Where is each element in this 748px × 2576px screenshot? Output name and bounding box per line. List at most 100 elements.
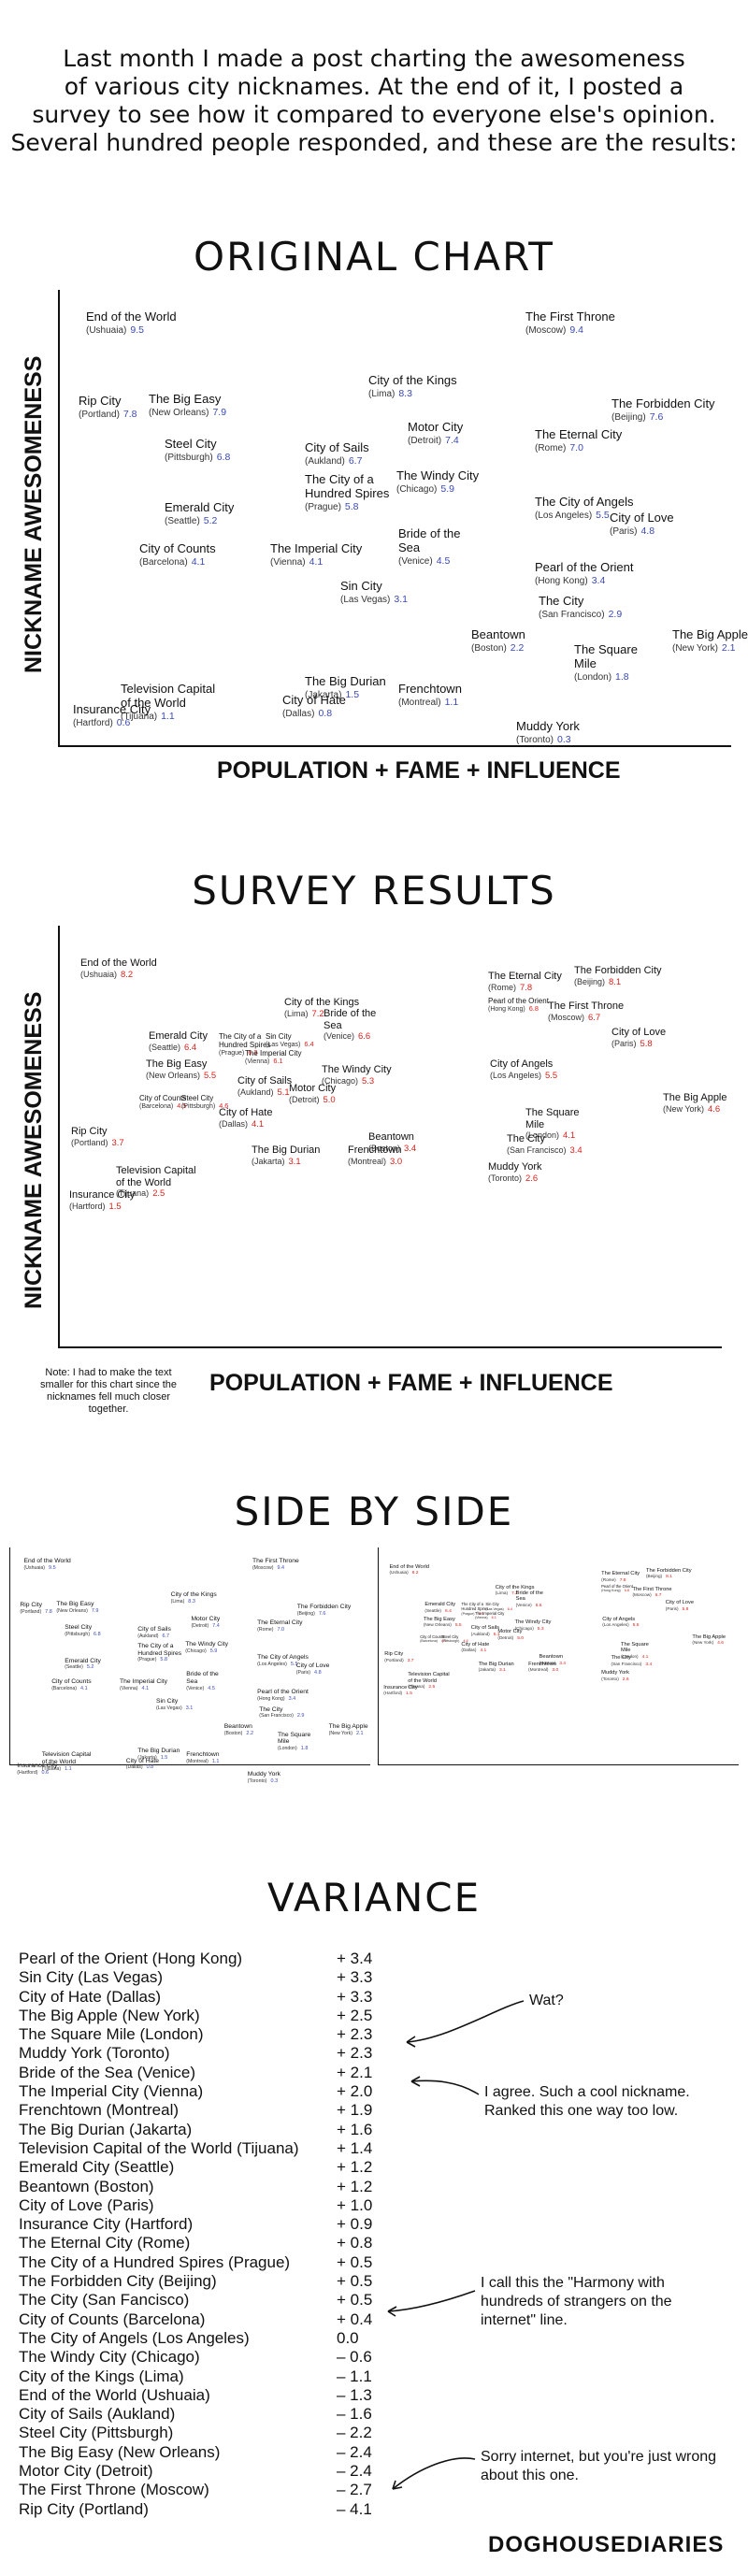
mini-survey-point: Sin City (Las Vegas) 6.4 bbox=[485, 1602, 512, 1611]
survey-point: City of Love (Paris) 5.8 bbox=[611, 1027, 666, 1050]
survey-point-score: 5.8 bbox=[640, 1038, 653, 1049]
original-point-name: The Windy City bbox=[396, 468, 480, 482]
original-point-score: 3.4 bbox=[591, 574, 606, 586]
original-point: City of the Kings (Lima) 8.3 bbox=[368, 373, 457, 399]
mini-survey-point-name: Frenchtown bbox=[528, 1661, 557, 1667]
mini-survey-point-name: City of Sails bbox=[470, 1625, 499, 1632]
original-point-score: 7.8 bbox=[122, 408, 137, 420]
mini-original-point-score: 0.8 bbox=[146, 1764, 154, 1771]
survey-point-name: The Eternal City bbox=[488, 971, 562, 982]
survey-point-score: 6.4 bbox=[304, 1040, 314, 1049]
mini-original-point-score: 7.6 bbox=[318, 1610, 326, 1617]
original-point-place: (Barcelona) bbox=[139, 556, 188, 568]
mini-original-point-place: (Los Angeles) bbox=[257, 1662, 287, 1668]
survey-point: City of Sails (Aukland) 5.1 bbox=[237, 1075, 292, 1099]
variance-row-label: The First Throne (Moscow) bbox=[19, 2481, 209, 2499]
variance-row: The City of a Hundred Spires (Prague) + 0… bbox=[19, 2253, 411, 2272]
survey-point: The Forbidden City (Beijing) 8.1 bbox=[574, 965, 662, 988]
side-by-side-survey-panel: End of the World (Ushuaia) 8.2 The Forbidde… bbox=[378, 1547, 739, 1765]
original-point: End of the World (Ushuaia) 9.5 bbox=[86, 309, 177, 336]
survey-point-place: (New Orleans) bbox=[146, 1070, 201, 1080]
survey-point-name: City of Counts bbox=[139, 1094, 187, 1102]
mini-survey-point-place: (London) bbox=[620, 1654, 639, 1659]
mini-original-point: City of Hate (Dallas) 0.8 bbox=[126, 1758, 159, 1772]
mini-survey-point: City of Hate (Dallas) 4.1 bbox=[461, 1642, 489, 1654]
mini-survey-point: Emerald City (Seattle) 6.4 bbox=[424, 1602, 455, 1614]
original-point-score: 5.5 bbox=[596, 509, 610, 521]
variance-row-value: – 2.4 bbox=[337, 2462, 372, 2481]
variance-row: Television Capital of the World (Tijuana… bbox=[19, 2139, 411, 2158]
original-point-place: (Boston) bbox=[471, 642, 507, 654]
original-point-name: City of Counts bbox=[139, 541, 216, 555]
original-point-score: 5.9 bbox=[440, 482, 454, 495]
original-point-score: 4.8 bbox=[640, 525, 655, 537]
mini-survey-point-score: 6.8 bbox=[624, 1589, 630, 1593]
survey-point-place: (Boston) bbox=[368, 1143, 401, 1153]
mini-original-point-place: (Aukland) bbox=[137, 1633, 159, 1639]
survey-point: Muddy York (Toronto) 2.6 bbox=[488, 1161, 541, 1185]
mini-original-point-name: The Square Mile bbox=[278, 1731, 311, 1746]
original-point-score: 4.5 bbox=[436, 554, 451, 567]
survey-point-name: City of Sails bbox=[237, 1075, 293, 1087]
variance-row: The Imperial City (Vienna) + 2.0 bbox=[19, 2082, 411, 2101]
mini-survey-point-name: The Eternal City bbox=[601, 1570, 640, 1576]
survey-point-name: City of Angels bbox=[490, 1058, 554, 1070]
mini-survey-point-score: 4.1 bbox=[480, 1648, 487, 1654]
survey-point-place: (Seattle) bbox=[149, 1042, 181, 1052]
survey-point: Steel City (Pittsburgh) 4.6 bbox=[181, 1094, 228, 1111]
variance-row-label: Television Capital of the World (Tijuana… bbox=[19, 2138, 299, 2157]
survey-point-name: Rip City bbox=[71, 1126, 108, 1137]
variance-row: Motor City (Detroit) – 2.4 bbox=[19, 2462, 411, 2481]
mini-survey-point-name: The Forbidden City bbox=[646, 1567, 692, 1574]
mini-original-point-place: (Lima) bbox=[170, 1598, 185, 1605]
survey-point-place: (Rome) bbox=[488, 982, 517, 992]
variance-row-label: The Big Apple (New York) bbox=[19, 2006, 200, 2024]
survey-point-place: (Barcelona) bbox=[139, 1103, 174, 1111]
survey-point-score: 5.1 bbox=[277, 1087, 290, 1098]
variance-row-label: Pearl of the Orient (Hong Kong) bbox=[19, 1950, 243, 1967]
variance-row-value: – 1.6 bbox=[337, 2405, 372, 2424]
survey-point-name: The Square Mile bbox=[525, 1107, 580, 1130]
original-point-place: (Beijing) bbox=[611, 411, 646, 423]
original-point-score: 3.1 bbox=[394, 593, 408, 605]
original-point-place: (Montreal) bbox=[398, 697, 441, 708]
mini-survey-point-name: Sin City bbox=[485, 1602, 499, 1607]
mini-original-point: Rip City (Portland) 7.8 bbox=[20, 1602, 51, 1616]
variance-row: Pearl of the Orient (Hong Kong) + 3.4 bbox=[19, 1950, 411, 1968]
survey-point-score: 4.1 bbox=[252, 1118, 265, 1130]
mini-survey-point-place: (Paris) bbox=[665, 1605, 679, 1611]
annotation-bride-of-the-sea: I agree. Such a cool nickname. Ranked th… bbox=[484, 2084, 690, 2119]
survey-point: Motor City (Detroit) 5.0 bbox=[289, 1083, 336, 1106]
mini-survey-point-place: (Prague) bbox=[461, 1611, 475, 1616]
mini-original-point: Steel City (Pittsburgh) 6.8 bbox=[65, 1624, 100, 1638]
original-point-name: Frenchtown bbox=[398, 682, 462, 696]
original-point-name: The Imperial City bbox=[270, 541, 363, 555]
variance-row-label: The Eternal City (Rome) bbox=[19, 2234, 191, 2252]
original-point-name: Emerald City bbox=[165, 500, 235, 514]
mini-original-point: Frenchtown (Montreal) 1.1 bbox=[186, 1751, 219, 1765]
survey-point-place: (Chicago) bbox=[322, 1075, 359, 1086]
mini-original-point: The Big Apple (New York) 2.1 bbox=[329, 1723, 368, 1737]
intro-line: Last month I made a post charting the aw… bbox=[63, 45, 685, 72]
mini-survey-point-score: 3.1 bbox=[498, 1668, 506, 1674]
mini-original-point-name: The Big Easy bbox=[56, 1601, 94, 1608]
survey-point: Bride of the Sea (Venice) 6.6 bbox=[324, 1008, 376, 1043]
survey-chart-plot: End of the World (Ushuaia) 8.2 The Forbidde… bbox=[58, 926, 727, 1348]
mini-survey-point: The Square Mile (London) 4.1 bbox=[621, 1642, 649, 1661]
variance-row: Frenchtown (Montreal) + 1.9 bbox=[19, 2101, 411, 2120]
survey-point: The Square Mile (London) 4.1 bbox=[525, 1107, 579, 1142]
mini-survey-point-name: Television Capital of the World bbox=[408, 1672, 450, 1684]
survey-point-name: Muddy York bbox=[488, 1161, 542, 1173]
mini-original-point-place: (Vienna) bbox=[120, 1686, 138, 1692]
survey-point-score: 4.1 bbox=[563, 1130, 576, 1142]
mini-survey-point-place: (Ushuaia) bbox=[389, 1570, 409, 1576]
mini-survey-point-place: (New York) bbox=[692, 1640, 714, 1646]
mini-survey-point-place: (Chicago) bbox=[514, 1625, 534, 1631]
mini-survey-point-score: 4.6 bbox=[717, 1641, 724, 1647]
original-point-place: (Moscow) bbox=[525, 324, 567, 336]
original-point-score: 5.8 bbox=[344, 500, 359, 512]
arrow-wat bbox=[406, 2000, 525, 2043]
side-by-side-title: SIDE BY SIDE bbox=[234, 1489, 514, 1534]
survey-point-place: (San Francisco) bbox=[507, 1144, 567, 1155]
mini-original-point-name: Pearl of the Orient bbox=[257, 1688, 309, 1695]
